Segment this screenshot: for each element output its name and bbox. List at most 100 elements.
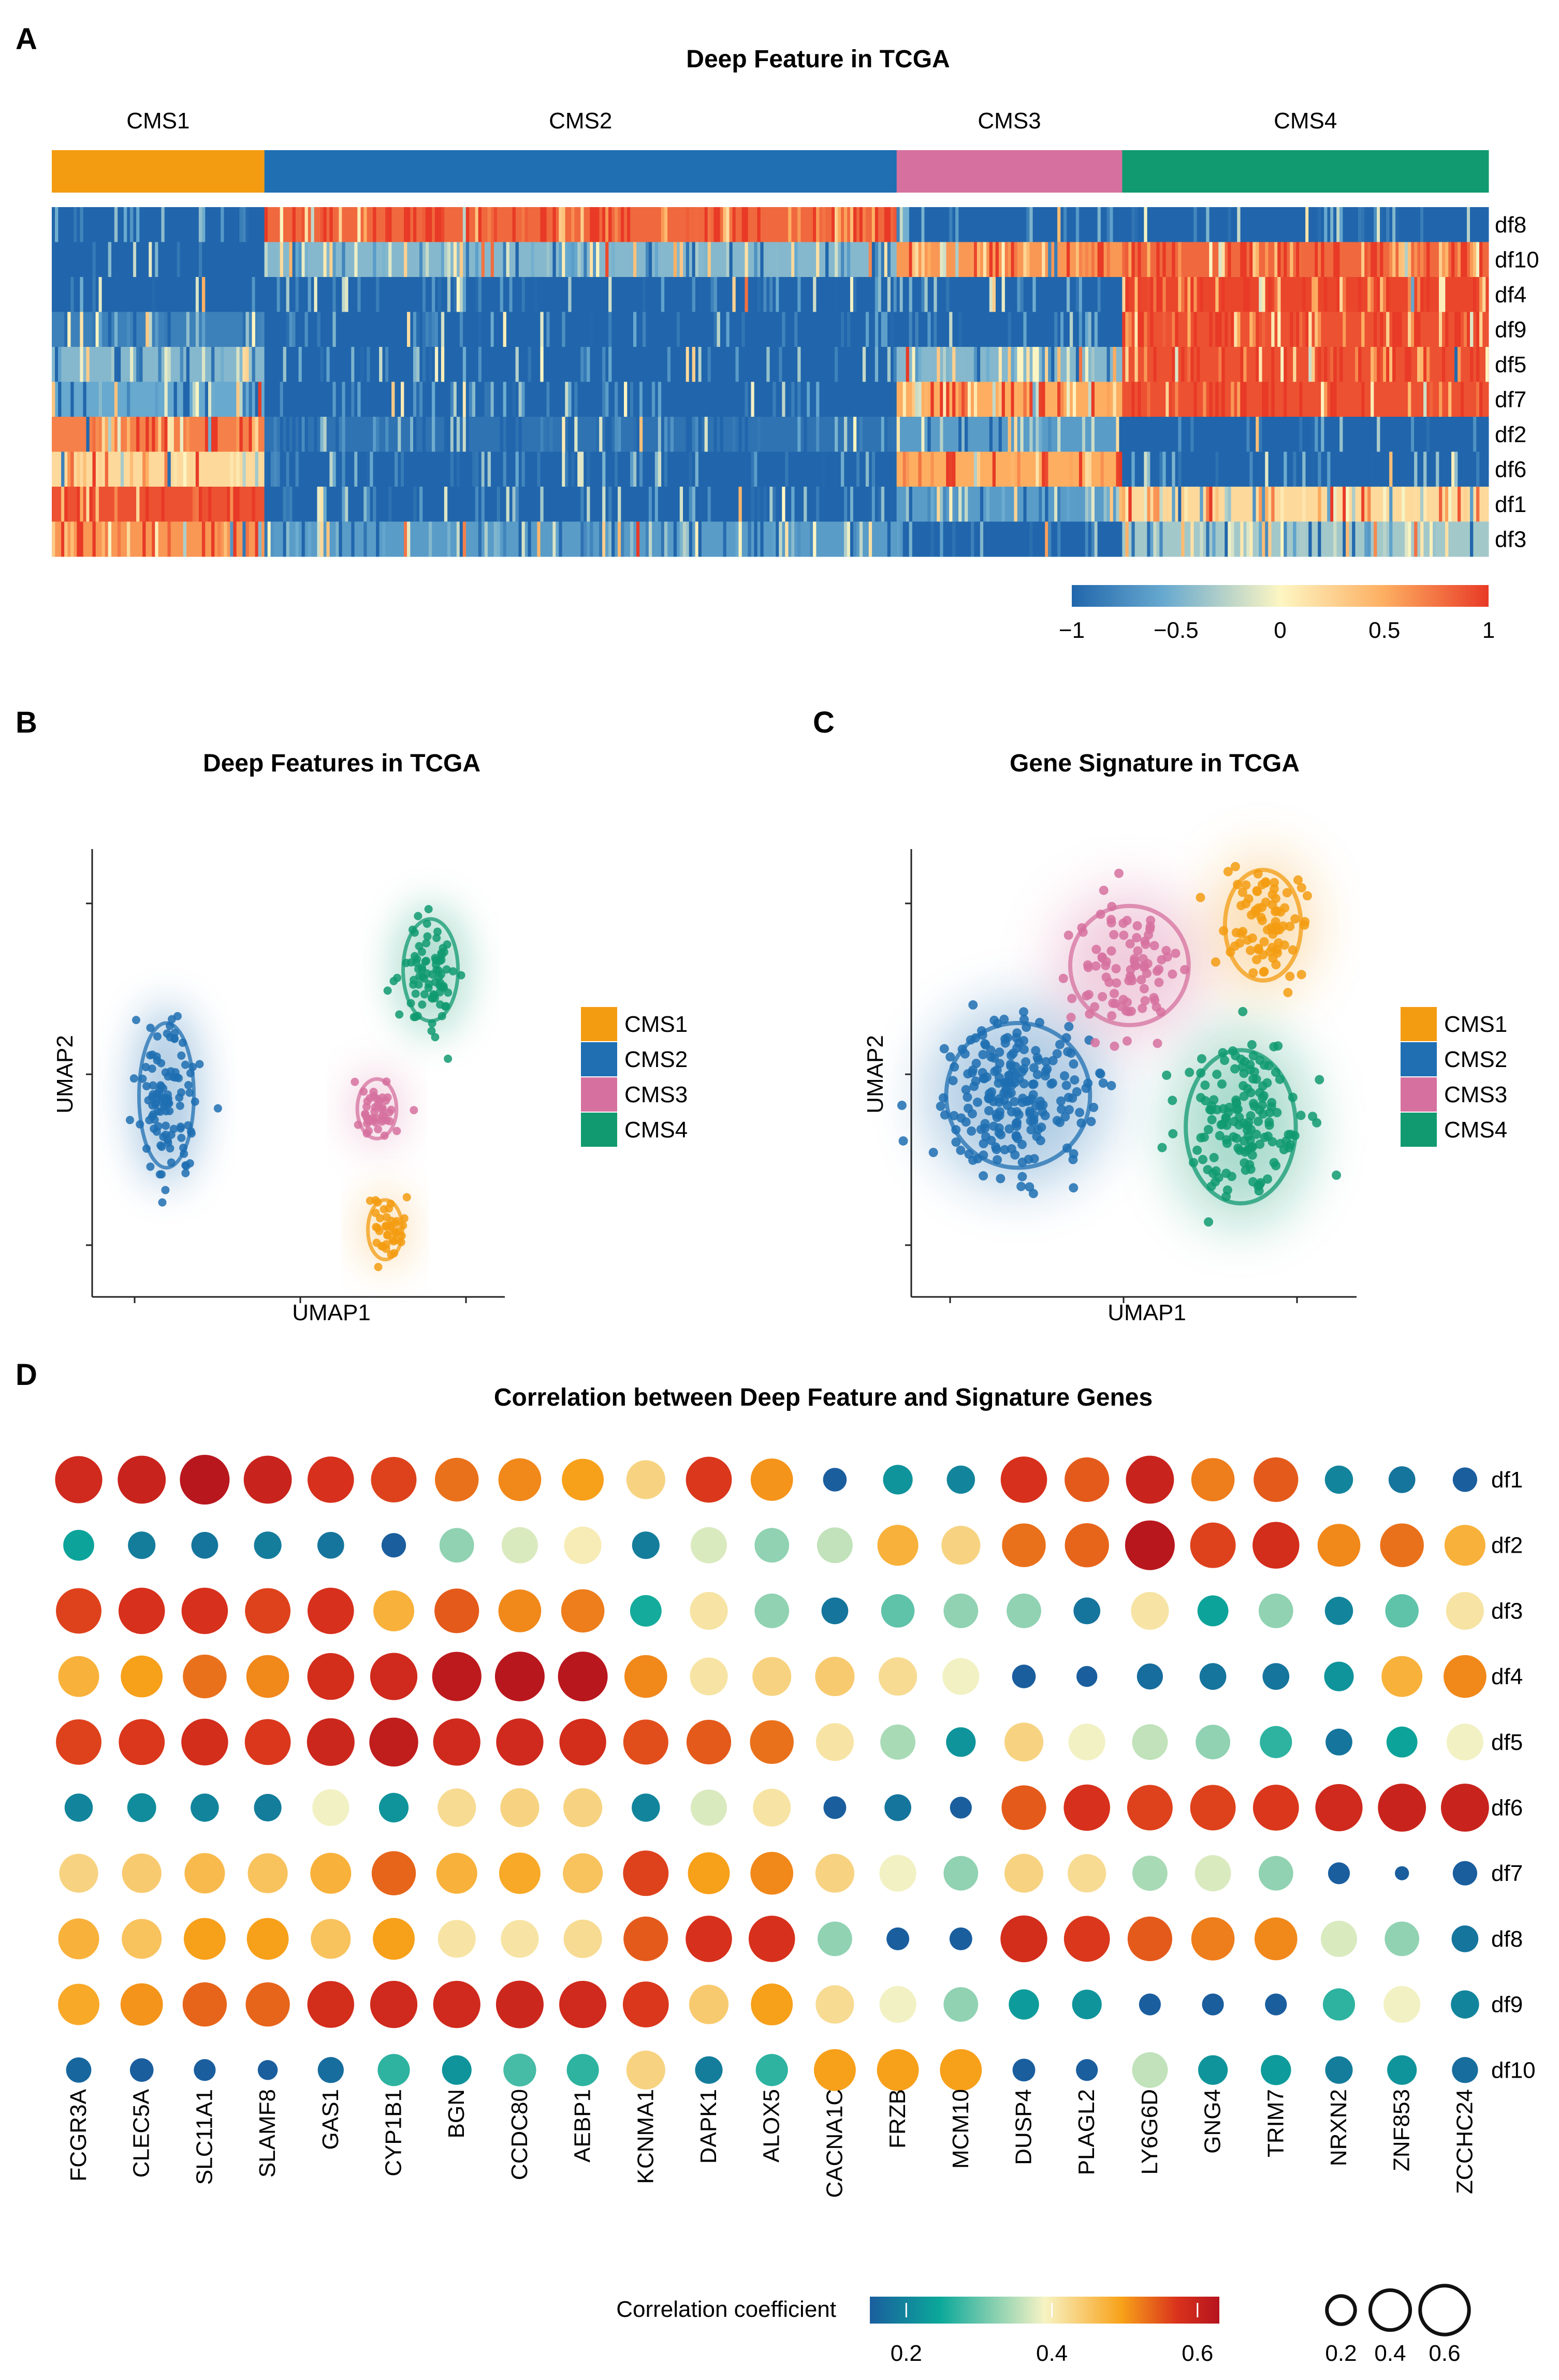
heatmap-cell bbox=[723, 521, 726, 557]
heatmap-cell bbox=[713, 312, 717, 347]
heatmap-cell bbox=[1029, 207, 1033, 242]
heatmap-cell bbox=[1318, 312, 1321, 347]
umap-point bbox=[1022, 1023, 1031, 1032]
bubble bbox=[432, 1652, 482, 1701]
heatmap-cell bbox=[713, 382, 717, 417]
umap-point bbox=[351, 1077, 359, 1086]
heatmap-cell bbox=[1299, 382, 1303, 417]
bubble bbox=[442, 2055, 472, 2085]
heatmap-cell bbox=[745, 347, 748, 382]
umap-point bbox=[1272, 1107, 1282, 1117]
heatmap-cell bbox=[574, 242, 578, 278]
legend-swatch-CMS2 bbox=[581, 1042, 617, 1076]
umap-point bbox=[1189, 1158, 1199, 1167]
heatmap-cell bbox=[77, 487, 80, 522]
heatmap-cell bbox=[1386, 451, 1390, 487]
heatmap-cell bbox=[884, 277, 888, 312]
heatmap-cell bbox=[902, 451, 906, 487]
heatmap-cell bbox=[1212, 521, 1216, 557]
bubble bbox=[823, 1468, 847, 1492]
heatmap-cell bbox=[887, 242, 891, 278]
heatmap-cell bbox=[871, 207, 876, 242]
heatmap-cell bbox=[580, 521, 584, 557]
umap-point bbox=[431, 1033, 440, 1042]
heatmap-cell bbox=[813, 207, 817, 242]
umap-point bbox=[157, 1082, 166, 1091]
umap-point bbox=[414, 912, 422, 921]
heatmap-cell bbox=[1367, 277, 1371, 312]
heatmap-cell bbox=[323, 382, 327, 417]
heatmap-cell bbox=[1110, 312, 1113, 347]
heatmap-cell bbox=[1045, 487, 1048, 522]
heatmap-cell bbox=[1221, 242, 1225, 278]
heatmap-cell bbox=[512, 312, 516, 347]
heatmap-cell bbox=[61, 487, 65, 522]
bubble bbox=[1386, 1726, 1418, 1758]
umap-point bbox=[1145, 922, 1155, 931]
heatmap-cell bbox=[1187, 277, 1191, 312]
bubble bbox=[752, 1657, 792, 1696]
bubble-row-label: df2 bbox=[1491, 1533, 1523, 1558]
heatmap-cell bbox=[1470, 487, 1474, 522]
heatmap-cell bbox=[326, 347, 330, 382]
heatmap-cell bbox=[1343, 487, 1346, 522]
umap-point bbox=[928, 1147, 938, 1157]
heatmap-cell bbox=[1290, 207, 1293, 242]
cluster-ellipse-CMS4 bbox=[1184, 1048, 1298, 1206]
heatmap-cell bbox=[1411, 277, 1415, 312]
heatmap-cell bbox=[1039, 417, 1042, 452]
umap-point bbox=[1010, 1150, 1020, 1160]
heatmap-cell bbox=[791, 521, 795, 557]
heatmap-cell bbox=[129, 451, 134, 487]
heatmap-cell bbox=[989, 242, 993, 278]
heatmap-cell bbox=[332, 277, 336, 312]
heatmap-cell bbox=[276, 277, 280, 312]
heatmap-cell bbox=[413, 417, 417, 452]
heatmap-cell bbox=[1156, 277, 1160, 312]
bubble bbox=[1009, 1989, 1039, 2020]
heatmap-cell bbox=[1215, 451, 1219, 487]
umap-point bbox=[1267, 900, 1277, 910]
heatmap-cell bbox=[105, 242, 109, 278]
heatmap-cell bbox=[639, 312, 643, 347]
heatmap-cell bbox=[1206, 451, 1210, 487]
bubble bbox=[369, 1717, 418, 1767]
heatmap-cell bbox=[332, 487, 336, 522]
umap-point bbox=[1232, 1099, 1242, 1108]
umap-point bbox=[177, 1051, 186, 1060]
heatmap-cell bbox=[1249, 521, 1253, 557]
heatmap-cell bbox=[766, 382, 770, 417]
heatmap-cell bbox=[661, 521, 665, 557]
heatmap-cell bbox=[1392, 207, 1396, 242]
heatmap-cell bbox=[937, 312, 940, 347]
heatmap-cell bbox=[1408, 277, 1411, 312]
heatmap-cell bbox=[108, 242, 112, 278]
heatmap-cell bbox=[1318, 487, 1321, 522]
bubble bbox=[690, 1789, 727, 1826]
umap-point bbox=[956, 1145, 966, 1155]
bubble-gene-label: CACNA1C bbox=[822, 2089, 847, 2198]
umap-point bbox=[428, 1019, 436, 1028]
heatmap-cell bbox=[1271, 487, 1275, 522]
heatmap-cell bbox=[298, 347, 302, 382]
bubble bbox=[949, 1927, 972, 1950]
heatmap-cell bbox=[1374, 451, 1377, 487]
bubble bbox=[1065, 1523, 1109, 1568]
heatmap-cell bbox=[726, 312, 730, 347]
heatmap-cell bbox=[373, 242, 376, 278]
umap-point bbox=[984, 1106, 994, 1116]
heatmap-cell bbox=[843, 382, 848, 417]
umap-point bbox=[945, 1052, 955, 1062]
heatmap-cell bbox=[1265, 242, 1269, 278]
heatmap-cell bbox=[912, 312, 915, 347]
umap-point bbox=[167, 1015, 176, 1024]
heatmap-cell bbox=[1231, 312, 1234, 347]
umap-point bbox=[1252, 886, 1262, 896]
heatmap-cell bbox=[447, 242, 451, 278]
heatmap-cell bbox=[64, 207, 68, 242]
heatmap-cell bbox=[878, 487, 882, 522]
heatmap-cell bbox=[1284, 382, 1287, 417]
heatmap-cell bbox=[61, 451, 65, 487]
heatmap-cell bbox=[354, 382, 358, 417]
umap-point bbox=[1058, 973, 1068, 983]
